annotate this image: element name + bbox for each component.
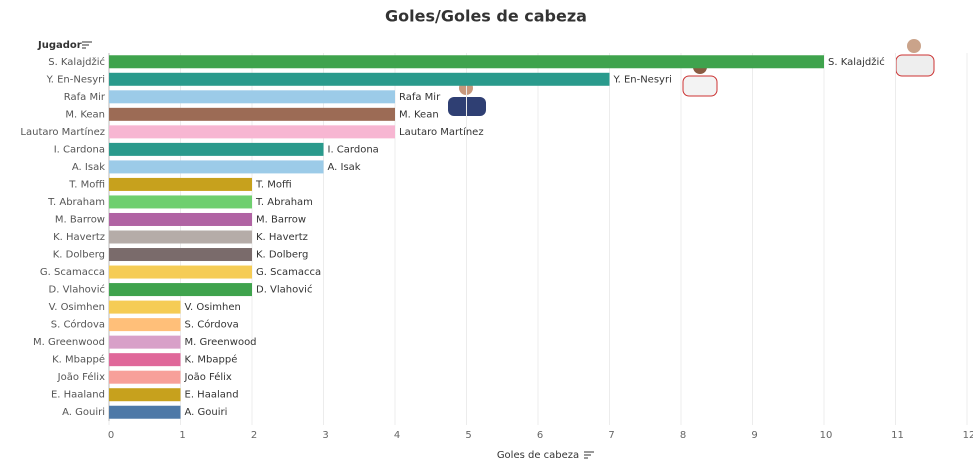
bar — [109, 231, 252, 244]
data-label: G. Scamacca — [256, 267, 321, 278]
data-label: V. Osimhen — [185, 302, 241, 313]
x-tick-label: 4 — [394, 430, 400, 441]
x-tick-label: 3 — [322, 430, 328, 441]
data-label: D. Vlahović — [256, 284, 312, 296]
bar — [109, 213, 252, 226]
data-label: M. Greenwood — [185, 337, 257, 348]
x-tick-label: 2 — [251, 430, 257, 441]
y-tick-label: M. Barrow — [55, 214, 105, 225]
x-tick-label: 11 — [891, 430, 904, 441]
y-tick-label: K. Dolberg — [53, 250, 105, 261]
data-label: S. Córdova — [185, 319, 239, 331]
x-tick-label: 9 — [751, 430, 757, 441]
bar — [109, 336, 181, 349]
y-tick-label: S. Kalajdžić — [48, 56, 105, 68]
y-tick-label: A. Isak — [72, 162, 105, 173]
y-tick-label: João Félix — [57, 371, 105, 383]
data-label: K. Dolberg — [256, 250, 308, 261]
x-tick-label: 5 — [465, 430, 471, 441]
y-tick-label: K. Mbappé — [52, 354, 105, 366]
data-label: K. Havertz — [256, 232, 308, 243]
bar — [109, 125, 395, 138]
bar — [109, 353, 181, 366]
data-label: João Félix — [184, 371, 232, 383]
y-tick-label: S. Córdova — [51, 319, 105, 331]
data-label: T. Moffi — [255, 179, 292, 190]
x-tick-label: 7 — [608, 430, 614, 441]
bar — [109, 266, 252, 279]
y-tick-label: T. Moffi — [68, 179, 105, 190]
data-label: M. Barrow — [256, 214, 306, 225]
y-tick-label: M. Kean — [65, 109, 105, 120]
data-label: T. Abraham — [255, 197, 313, 208]
data-label: I. Cardona — [328, 144, 379, 155]
bar — [109, 195, 252, 208]
x-tick-label: 1 — [179, 430, 185, 441]
data-label: K. Mbappé — [185, 354, 238, 366]
sort-icon[interactable] — [584, 452, 594, 458]
x-tick-label: 12 — [963, 430, 973, 441]
y-tick-label: E. Haaland — [51, 390, 105, 401]
bar — [109, 318, 181, 331]
bar — [109, 73, 610, 86]
bar — [109, 406, 181, 419]
bar — [109, 301, 181, 314]
data-label: A. Gouiri — [185, 407, 228, 418]
bar — [109, 388, 181, 401]
data-label: Y. En-Nesyri — [613, 74, 672, 85]
x-axis-label: Goles de cabeza — [497, 450, 579, 461]
y-tick-label: M. Greenwood — [33, 337, 105, 348]
bar — [109, 178, 252, 191]
y-header: Jugador — [37, 40, 82, 51]
chart: Goles/Goles de cabeza Jugador Goles de c… — [0, 0, 973, 462]
y-tick-label: G. Scamacca — [40, 267, 105, 278]
x-tick-label: 0 — [108, 430, 114, 441]
bar — [109, 160, 324, 173]
bar — [109, 143, 324, 156]
sort-icon[interactable] — [82, 42, 92, 48]
data-label: M. Kean — [399, 109, 439, 120]
data-label: E. Haaland — [185, 390, 239, 401]
y-tick-label: T. Abraham — [47, 197, 105, 208]
bar — [109, 283, 252, 296]
y-tick-label: I. Cardona — [54, 144, 105, 155]
y-tick-label: A. Gouiri — [62, 407, 105, 418]
x-tick-label: 6 — [537, 430, 543, 441]
chart-title: Goles/Goles de cabeza — [385, 7, 587, 26]
bar — [109, 371, 181, 384]
y-tick-label: V. Osimhen — [49, 302, 105, 313]
data-label: Lautaro Martínez — [399, 126, 484, 138]
y-tick-label: Lautaro Martínez — [20, 126, 105, 138]
x-tick-label: 8 — [680, 430, 686, 441]
bar — [109, 55, 824, 68]
y-tick-label: K. Havertz — [53, 232, 105, 243]
bar — [109, 90, 395, 103]
data-label: Rafa Mir — [399, 92, 441, 103]
y-tick-label: Rafa Mir — [64, 92, 106, 103]
y-tick-label: Y. En-Nesyri — [46, 74, 105, 85]
data-label: A. Isak — [328, 162, 361, 173]
y-tick-label: D. Vlahović — [49, 284, 105, 296]
x-tick-label: 10 — [820, 430, 833, 441]
data-label: S. Kalajdžić — [828, 56, 885, 68]
bar — [109, 248, 252, 261]
bar — [109, 108, 395, 121]
